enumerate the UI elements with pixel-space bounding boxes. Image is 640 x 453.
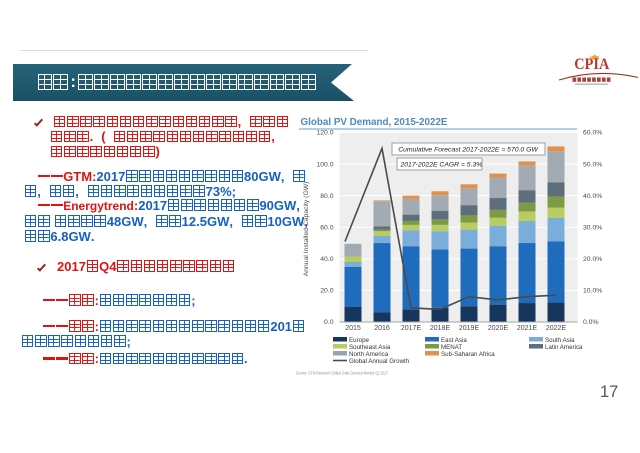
- svg-text:North America: North America: [349, 351, 389, 358]
- svg-text:Latin America: Latin America: [545, 344, 583, 351]
- svg-text:40.0: 40.0: [320, 256, 333, 263]
- svg-text:120.0: 120.0: [316, 130, 333, 137]
- svg-text:2018E: 2018E: [430, 325, 451, 332]
- svg-text:Europe: Europe: [349, 337, 370, 344]
- svg-text:10.0%: 10.0%: [583, 288, 602, 295]
- svg-text:2022E: 2022E: [546, 325, 567, 332]
- svg-text:Source: GTM Research Global So: Source: GTM Research Global Solar Demand…: [296, 371, 388, 376]
- svg-text:2015: 2015: [345, 325, 361, 332]
- svg-text:Southeast Asia: Southeast Asia: [349, 344, 391, 351]
- svg-text:South Asia: South Asia: [545, 337, 575, 344]
- svg-text:2019E: 2019E: [459, 325, 480, 332]
- svg-text:2016: 2016: [374, 325, 390, 332]
- svg-text:60.0%: 60.0%: [583, 130, 602, 137]
- svg-text:20.0%: 20.0%: [583, 256, 602, 263]
- svg-text:100.0: 100.0: [316, 161, 333, 168]
- svg-text:2021E: 2021E: [517, 325, 538, 332]
- svg-text:0.0%: 0.0%: [583, 319, 599, 326]
- svg-text:50.0%: 50.0%: [583, 161, 602, 168]
- svg-text:CPIA: CPIA: [574, 56, 610, 73]
- svg-text:30.0%: 30.0%: [583, 224, 602, 231]
- svg-text:Cumulative Forecast 2017-2022E: Cumulative Forecast 2017-2022E = 570.0 G…: [398, 147, 538, 154]
- svg-text:0.0: 0.0: [324, 319, 334, 326]
- svg-text:2017E: 2017E: [401, 325, 422, 332]
- svg-text:80.0: 80.0: [320, 193, 333, 200]
- svg-text:60.0: 60.0: [320, 224, 333, 231]
- svg-text:Annual Installed Capacity (GW): Annual Installed Capacity (GW): [303, 182, 310, 277]
- svg-text:20.0: 20.0: [320, 288, 333, 295]
- svg-text:Global Annual Growth: Global Annual Growth: [349, 358, 410, 365]
- svg-text:East Asia: East Asia: [441, 337, 467, 344]
- svg-text:40.0%: 40.0%: [583, 193, 602, 200]
- svg-text:Global PV Demand, 2015-2022E: Global PV Demand, 2015-2022E: [301, 117, 448, 128]
- svg-text:MENAT: MENAT: [441, 344, 462, 351]
- svg-text:2017-2022E CAGR = 5.3%: 2017-2022E CAGR = 5.3%: [400, 162, 483, 169]
- svg-text:Sub-Saharan Africa: Sub-Saharan Africa: [441, 351, 495, 358]
- svg-text:2020E: 2020E: [488, 325, 509, 332]
